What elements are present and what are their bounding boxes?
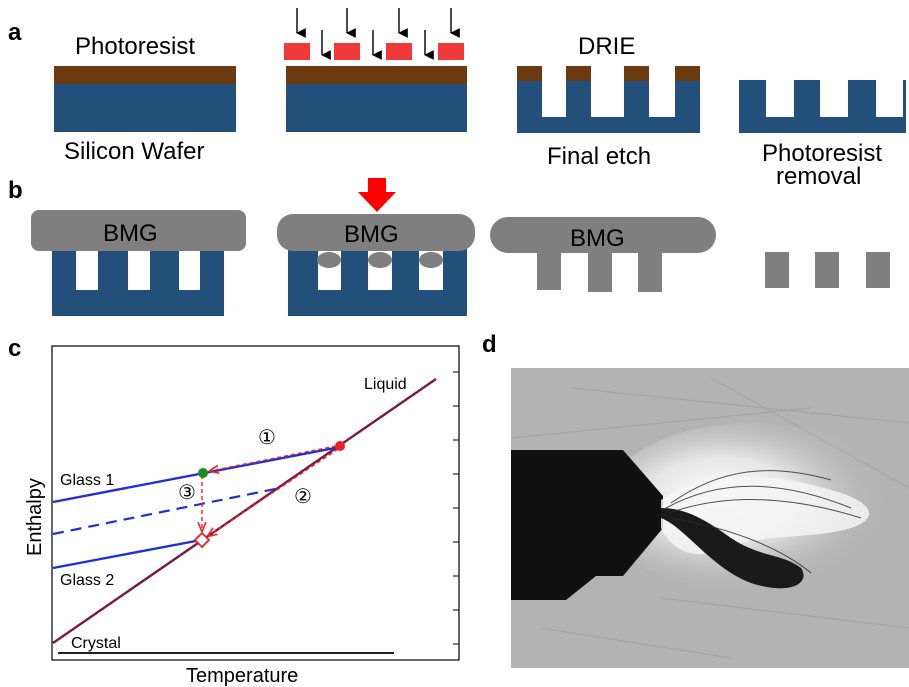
silicon-mold [288, 248, 467, 316]
step-2-uv-exposure [284, 8, 467, 132]
mask-block [334, 43, 360, 60]
photoresist-island [566, 66, 591, 81]
bmg-pillar [638, 248, 662, 292]
step-b3-demolded-bmg: BMG [490, 217, 716, 292]
panel-a: a Photoresist Silicon Wafer DRIE [8, 8, 906, 190]
liquid-start-point [335, 441, 345, 451]
step-1-marker: ① [258, 427, 276, 449]
crystal-label: Crystal [71, 635, 121, 652]
silicon-mold [52, 250, 224, 316]
photoresist-label: Photoresist [75, 33, 195, 60]
glass1-point [198, 468, 208, 478]
etched-silicon [517, 81, 700, 133]
flow-lines [665, 470, 862, 574]
glass2-end-point [193, 531, 211, 549]
intermediate-glass-line [52, 486, 281, 536]
bmg-pillar [765, 252, 789, 288]
panel-b-letter: b [8, 177, 23, 204]
bmg-intrusion [419, 252, 443, 268]
silicon-mold [739, 80, 906, 133]
path-2-arrow [208, 448, 339, 536]
step-b1-bmg-on-mold: BMG [31, 210, 246, 316]
photoresist-island [675, 66, 700, 81]
removal-label-line1: Photoresist [762, 140, 882, 167]
step-2-marker: ② [294, 486, 312, 508]
bmg-pillar [537, 248, 561, 290]
liquid-label: Liquid [364, 376, 407, 393]
step-b4-released-pillars [765, 252, 890, 288]
drie-label: DRIE [578, 33, 635, 60]
panel-c-letter: c [8, 335, 21, 362]
panel-b: b BMG BMG BMG [8, 177, 890, 316]
removal-label-line2: removal [776, 163, 861, 190]
bmg-plate [490, 217, 716, 253]
bmg-pillar [815, 252, 839, 288]
micrograph-image [511, 368, 909, 668]
step-4-photoresist-removal: Photoresist removal [739, 80, 906, 190]
step-3-drie: DRIE Final etch [517, 33, 700, 170]
glass1-line [52, 445, 341, 504]
photoresist-layer [54, 66, 236, 84]
panel-d-letter: d [482, 331, 497, 358]
photoresist-island [624, 66, 649, 81]
x-axis-label: Temperature [186, 665, 298, 687]
tip-shadow [511, 450, 663, 600]
glass2-line [52, 538, 202, 570]
silicon-wafer-2 [286, 84, 467, 132]
panel-d: d [482, 331, 497, 358]
step-3-marker: ③ [178, 482, 196, 504]
glass2-label: Glass 2 [60, 572, 114, 589]
step-b2-thermoplastic-forming: BMG [277, 178, 475, 316]
bmg-plate [277, 214, 475, 251]
bmg-plate [31, 210, 246, 251]
mask-block [438, 43, 464, 60]
path-1-arrow [210, 445, 337, 471]
bmg-pillar [866, 252, 890, 288]
final-etch-label: Final etch [547, 143, 651, 170]
right-axis-ticks [453, 371, 459, 645]
bmg-pillar [588, 248, 612, 292]
bmg-label: BMG [570, 225, 625, 252]
silicon-wafer [54, 84, 236, 132]
photoresist-island [517, 66, 542, 81]
bmg-label: BMG [103, 220, 158, 247]
glass1-label: Glass 1 [60, 472, 114, 489]
dark-flow-region [661, 508, 804, 589]
bmg-intrusion [368, 252, 392, 268]
bmg-intrusion [317, 252, 341, 268]
panel-a-letter: a [8, 19, 22, 46]
bmg-label: BMG [344, 221, 399, 248]
y-axis-label: Enthalpy [24, 478, 46, 556]
silicon-wafer-label: Silicon Wafer [64, 138, 204, 165]
micrograph-drawing [511, 368, 909, 668]
step-1-wafer-with-photoresist: Photoresist Silicon Wafer [54, 33, 236, 165]
plot-frame [51, 345, 460, 661]
photoresist-layer-2 [286, 66, 467, 84]
mask-block [386, 43, 412, 60]
panel-c: c Crystal Liquid Glass 1 Glass 2 [8, 335, 460, 687]
mask-block [284, 43, 310, 60]
pressure-arrow [358, 178, 396, 212]
